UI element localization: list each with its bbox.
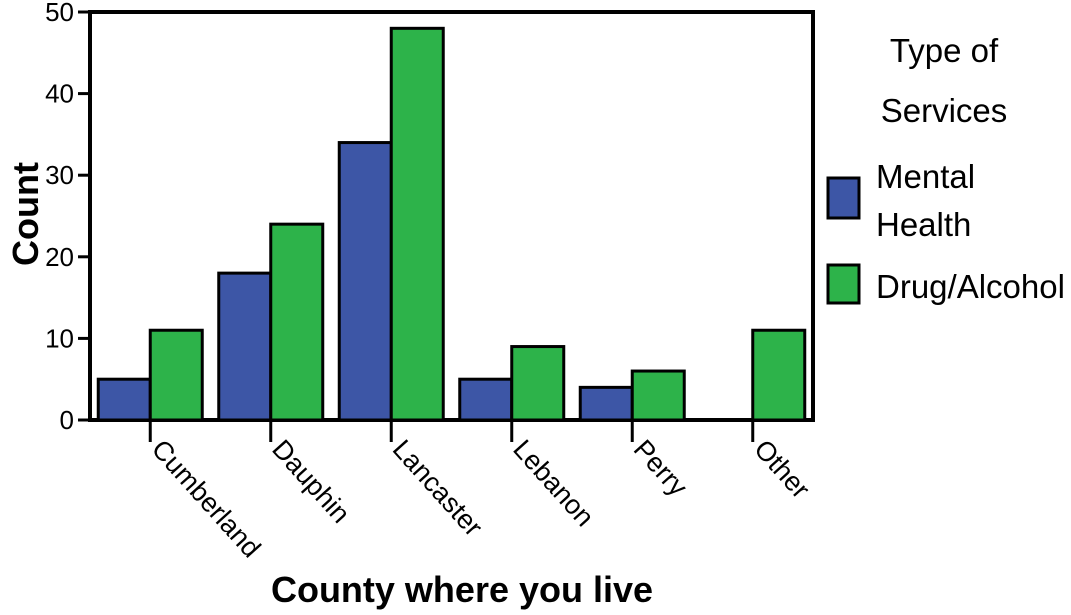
legend-swatch-drug-alcohol: [826, 263, 861, 305]
bar-drug-alcohol-lancaster: [389, 26, 445, 422]
y-tick-label-10: 10: [45, 323, 74, 353]
legend: Type of Services Mental Health Drug/Alco…: [826, 32, 1065, 305]
legend-title-line-2: Services: [881, 92, 1008, 129]
legend-label-mental-health-line-1: Mental: [876, 158, 975, 195]
x-axis-title: County where you live: [271, 569, 653, 610]
bar-drug-alcohol-lebanon: [510, 345, 566, 422]
bar-drug-alcohol-other: [751, 328, 807, 422]
y-tick-label-40: 40: [45, 79, 74, 109]
legend-swatch-mental-health: [826, 176, 861, 220]
x-tick-label-lancaster: Lancaster: [387, 434, 489, 542]
plot-frame: [88, 10, 815, 422]
y-tick-label-50: 50: [45, 0, 74, 27]
plot-area: 0 10 20 30 40 50 Cumberland Dauphin Lancaster Le…: [45, 0, 816, 563]
bar-mental-health-lebanon: [458, 377, 514, 422]
y-tick-label-30: 30: [45, 160, 74, 190]
bar-mental-health-perry: [578, 385, 634, 422]
bar-drug-alcohol-cumberland: [148, 328, 204, 422]
x-tick-label-dauphin: Dauphin: [266, 434, 356, 529]
bar-mental-health-dauphin: [217, 271, 273, 422]
bar-drug-alcohol-perry: [630, 369, 686, 422]
bar-drug-alcohol-dauphin: [269, 222, 325, 422]
x-axis: Cumberland Dauphin Lancaster Lebanon Perry Ot…: [146, 420, 816, 563]
y-tick-label-20: 20: [45, 242, 74, 272]
legend-label-drug-alcohol: Drug/Alcohol: [876, 268, 1065, 305]
y-tick-label-0: 0: [60, 405, 74, 435]
bar-mental-health-lancaster: [337, 141, 393, 422]
y-axis-title: Count: [5, 162, 46, 266]
bar-mental-health-cumberland: [96, 377, 152, 422]
x-tick-label-perry: Perry: [628, 434, 694, 502]
legend-title-line-1: Type of: [890, 32, 999, 69]
x-tick-label-lebanon: Lebanon: [507, 434, 600, 532]
bars: [96, 26, 807, 422]
x-tick-label-cumberland: Cumberland: [146, 434, 267, 563]
x-tick-label-other: Other: [748, 434, 815, 504]
legend-label-mental-health-line-2: Health: [876, 206, 971, 243]
y-axis: 0 10 20 30 40 50: [45, 0, 90, 435]
